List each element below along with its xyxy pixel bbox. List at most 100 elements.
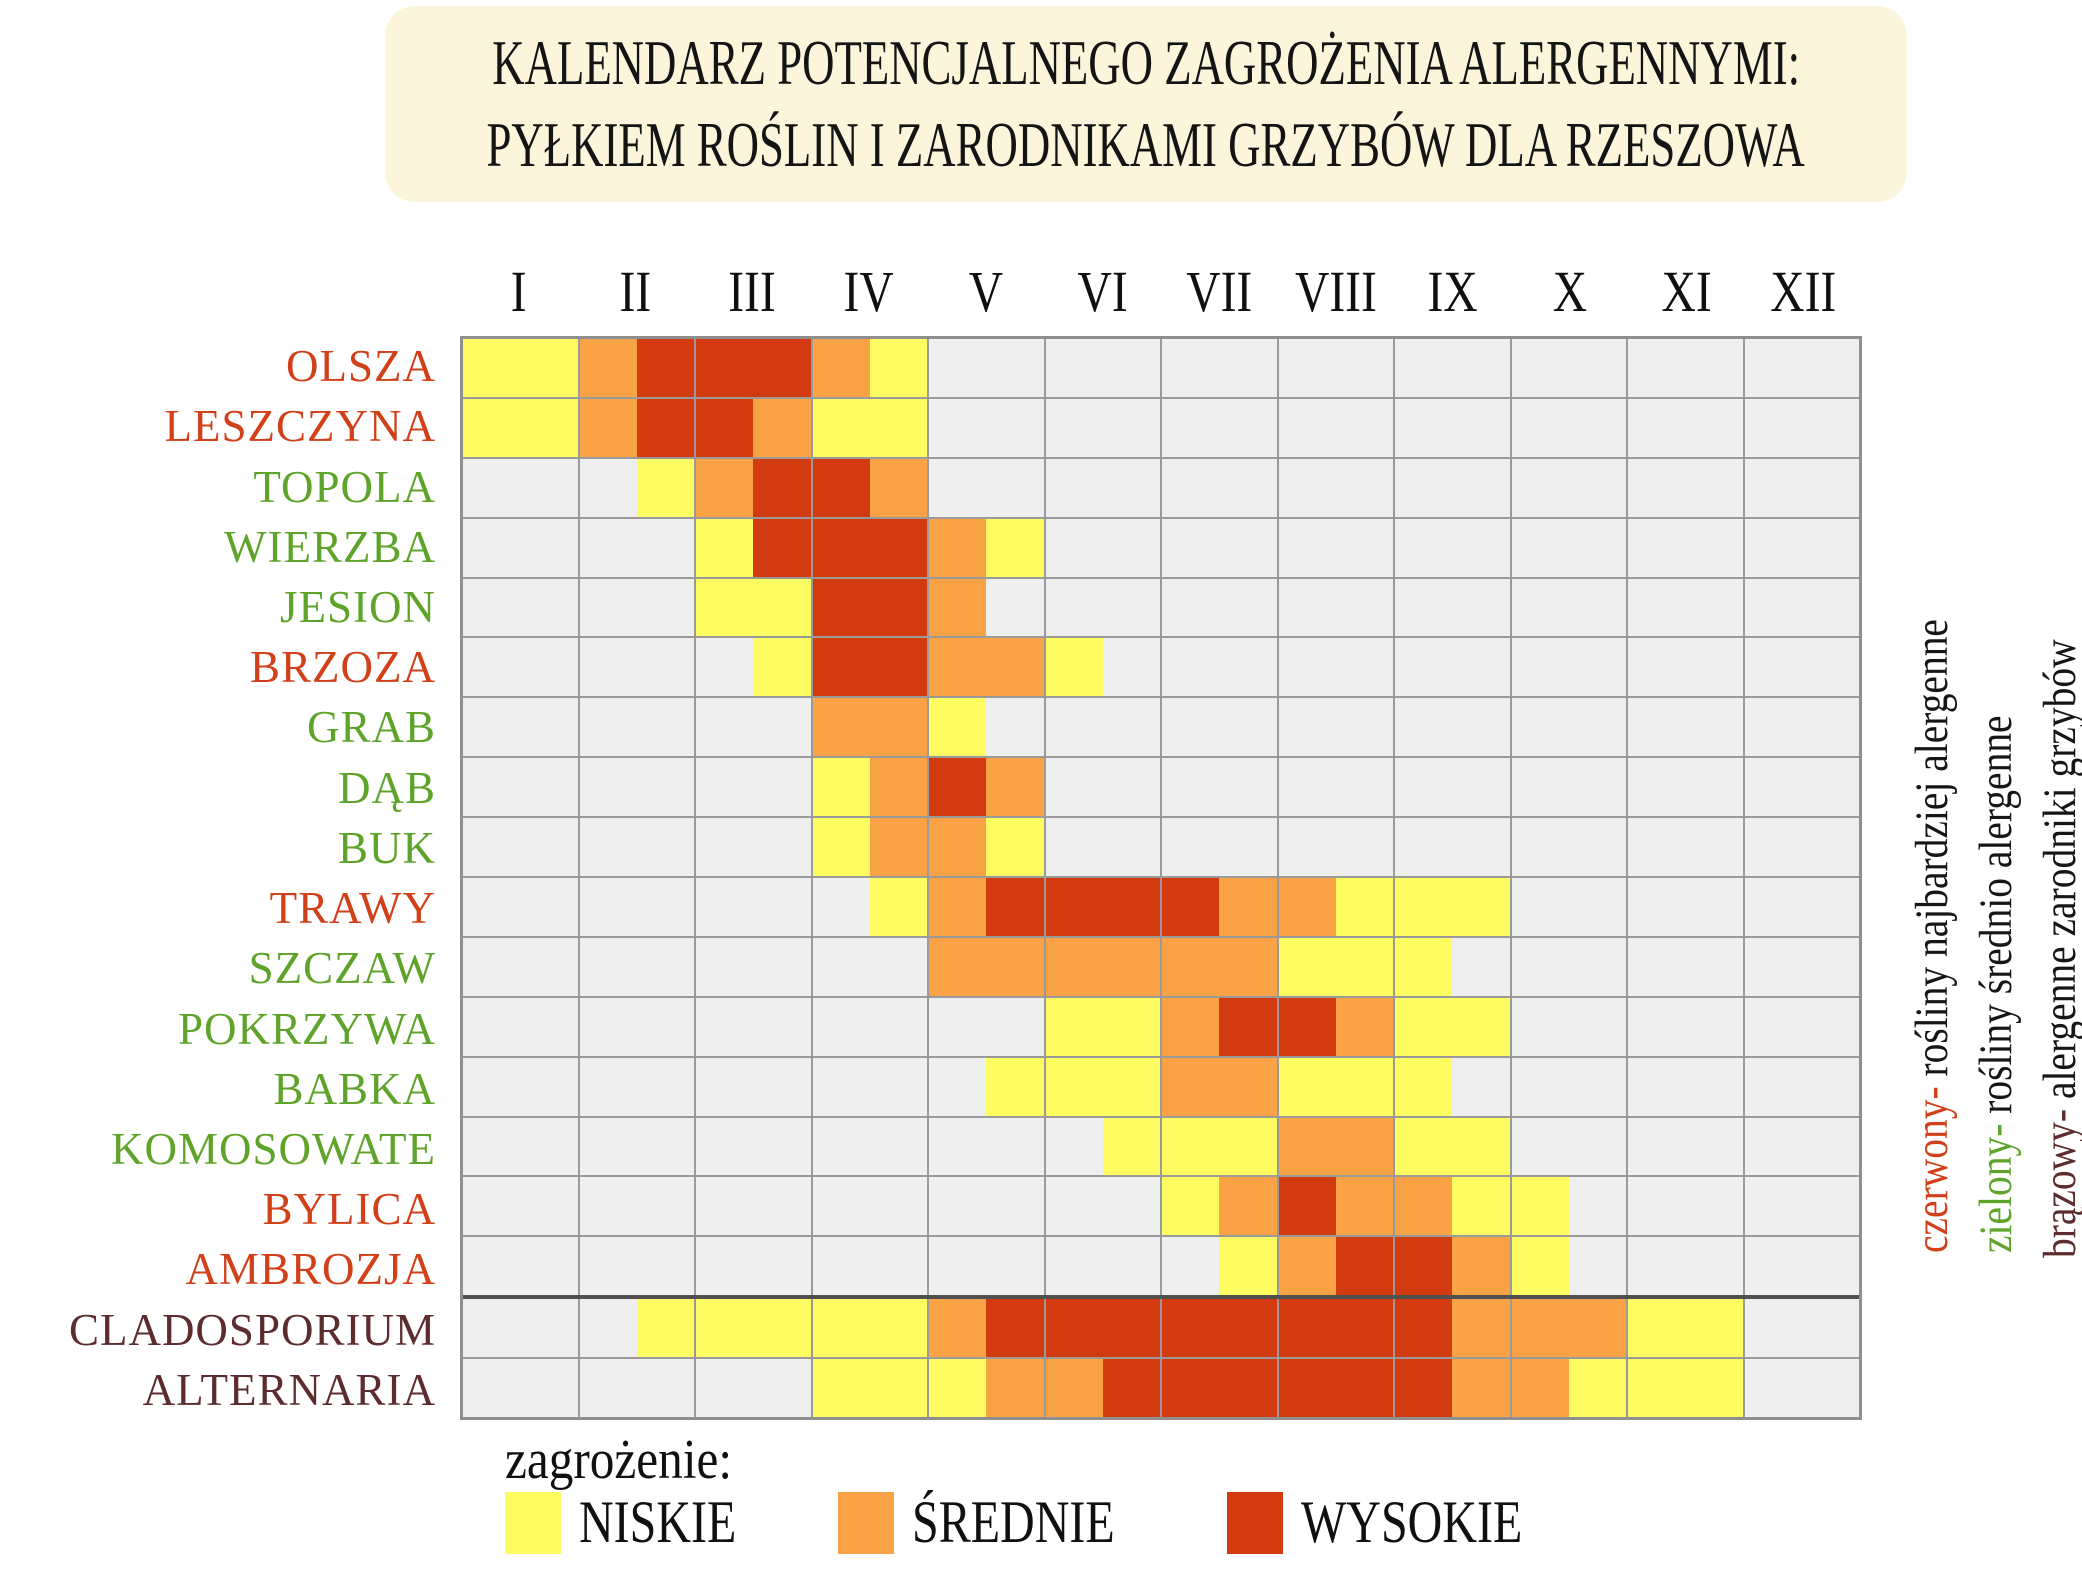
cell-leszczyna-V.1 [929, 398, 987, 457]
cell-olsza-XI.1 [1628, 339, 1686, 397]
cell-trawy-XII.1 [1744, 878, 1802, 936]
row-label-cladosporium: CLADOSPORIUM [68, 1304, 436, 1355]
cell-komosowate-III.2 [753, 1117, 813, 1176]
cell-ambrozja-I.2 [520, 1237, 580, 1296]
cell-komosowate-IX.2 [1452, 1117, 1512, 1176]
cell-brzoza-II.2 [636, 638, 696, 697]
cell-bylica-VIII.2 [1335, 1177, 1395, 1236]
cell-ambrozja-III.2 [753, 1237, 813, 1296]
cell-wierzba-XI.2 [1685, 518, 1745, 577]
grid-row-leszczyna [463, 398, 1859, 459]
cell-babka-V.2 [986, 1057, 1046, 1116]
cell-grab-IX.2 [1452, 698, 1512, 757]
cell-pokrzywa-III.1 [696, 997, 754, 1056]
cell-brzoza-X.2 [1568, 638, 1628, 697]
cell-ambrozja-IX.2 [1452, 1237, 1512, 1296]
cell-bylica-VII.1 [1162, 1177, 1220, 1236]
cell-brzoza-III.2 [753, 638, 813, 697]
cell-olsza-VI.2 [1102, 339, 1162, 397]
cell-leszczyna-VII.1 [1162, 398, 1220, 457]
cell-olsza-VIII.1 [1278, 339, 1336, 397]
cell-trawy-VIII.2 [1335, 878, 1395, 936]
cell-trawy-IV.1 [812, 878, 870, 936]
cell-buk-VI.1 [1045, 818, 1103, 877]
month-label-VI: VI [1077, 258, 1128, 324]
cell-szczaw-III.1 [696, 937, 754, 996]
cell-ambrozja-II.1 [579, 1237, 637, 1296]
row-label-wierzba: WIERZBA [224, 521, 436, 572]
cell-babka-XI.2 [1685, 1057, 1745, 1116]
cell-ambrozja-XII.1 [1744, 1237, 1802, 1296]
cell-ambrozja-X.1 [1511, 1237, 1569, 1296]
cell-wierzba-XI.1 [1628, 518, 1686, 577]
cell-cladosporium-IV.2 [869, 1299, 929, 1358]
row-label-babka: BABKA [273, 1063, 436, 1114]
cell-cladosporium-IX.2 [1452, 1299, 1512, 1358]
cell-alternaria-VII.2 [1219, 1359, 1279, 1418]
cell-ambrozja-V.1 [929, 1237, 987, 1296]
cell-topola-III.1 [696, 458, 754, 517]
cell-dąb-V.1 [929, 758, 987, 817]
legend-label-średnie: ŚREDNIE [911, 1489, 1115, 1555]
cell-szczaw-VIII.2 [1335, 937, 1395, 996]
cell-babka-VI.2 [1102, 1057, 1162, 1116]
cell-grab-X.2 [1568, 698, 1628, 757]
cell-wierzba-X.1 [1511, 518, 1569, 577]
cell-trawy-II.1 [579, 878, 637, 936]
cell-babka-XI.1 [1628, 1057, 1686, 1116]
cell-dąb-V.2 [986, 758, 1046, 817]
cell-buk-II.1 [579, 818, 637, 877]
cell-brzoza-XII.2 [1801, 638, 1859, 697]
cell-jesion-II.2 [636, 578, 696, 637]
cell-olsza-VII.2 [1219, 339, 1279, 397]
cell-grab-III.1 [696, 698, 754, 757]
cell-ambrozja-VI.2 [1102, 1237, 1162, 1296]
cell-topola-VI.1 [1045, 458, 1103, 517]
cell-buk-IV.2 [869, 818, 929, 877]
cell-cladosporium-VI.1 [1045, 1299, 1103, 1358]
cell-alternaria-XII.2 [1801, 1359, 1859, 1418]
side-note-green-plants: zielony- rośliny średnio alergenne [1969, 715, 2023, 1253]
cell-jesion-I.2 [520, 578, 580, 637]
page-title-line-2: PYŁKIEM ROŚLIN I ZARODNIKAMI GRZYBÓW DLA… [204, 109, 2082, 181]
cell-buk-V.2 [986, 818, 1046, 877]
cell-pokrzywa-XII.1 [1744, 997, 1802, 1056]
cell-cladosporium-XI.1 [1628, 1299, 1686, 1358]
cell-bylica-V.2 [986, 1177, 1046, 1236]
cell-brzoza-V.1 [929, 638, 987, 697]
cell-grab-VIII.2 [1335, 698, 1395, 757]
cell-bylica-VIII.1 [1278, 1177, 1336, 1236]
cell-cladosporium-X.2 [1568, 1299, 1628, 1358]
cell-topola-I.1 [463, 458, 521, 517]
cell-dąb-VIII.1 [1278, 758, 1336, 817]
cell-bylica-III.1 [696, 1177, 754, 1236]
cell-alternaria-V.2 [986, 1359, 1046, 1418]
cell-olsza-X.2 [1568, 339, 1628, 397]
cell-trawy-III.1 [696, 878, 754, 936]
cell-wierzba-VIII.1 [1278, 518, 1336, 577]
cell-leszczyna-VI.1 [1045, 398, 1103, 457]
cell-leszczyna-VI.2 [1102, 398, 1162, 457]
cell-komosowate-XI.2 [1685, 1117, 1745, 1176]
legend-label-niskie: NISKIE [579, 1489, 737, 1555]
cell-pokrzywa-I.2 [520, 997, 580, 1056]
cell-szczaw-II.2 [636, 937, 696, 996]
month-label-XI: XI [1661, 258, 1712, 324]
cell-leszczyna-IV.1 [812, 398, 870, 457]
cell-szczaw-XII.2 [1801, 937, 1859, 996]
cell-trawy-VII.2 [1219, 878, 1279, 936]
cell-dąb-IX.1 [1395, 758, 1453, 817]
grid-row-olsza [463, 339, 1859, 399]
cell-alternaria-VII.1 [1162, 1359, 1220, 1418]
cell-bylica-X.2 [1568, 1177, 1628, 1236]
cell-babka-XII.2 [1801, 1057, 1859, 1116]
cell-babka-V.1 [929, 1057, 987, 1116]
cell-cladosporium-VI.2 [1102, 1299, 1162, 1358]
cell-dąb-XII.2 [1801, 758, 1859, 817]
month-label-VIII: VIII [1295, 258, 1378, 324]
cell-pokrzywa-VI.1 [1045, 997, 1103, 1056]
cell-babka-III.1 [696, 1057, 754, 1116]
row-label-alternaria: ALTERNARIA [142, 1364, 436, 1415]
cell-cladosporium-I.2 [520, 1299, 580, 1358]
cell-leszczyna-II.1 [579, 398, 637, 457]
